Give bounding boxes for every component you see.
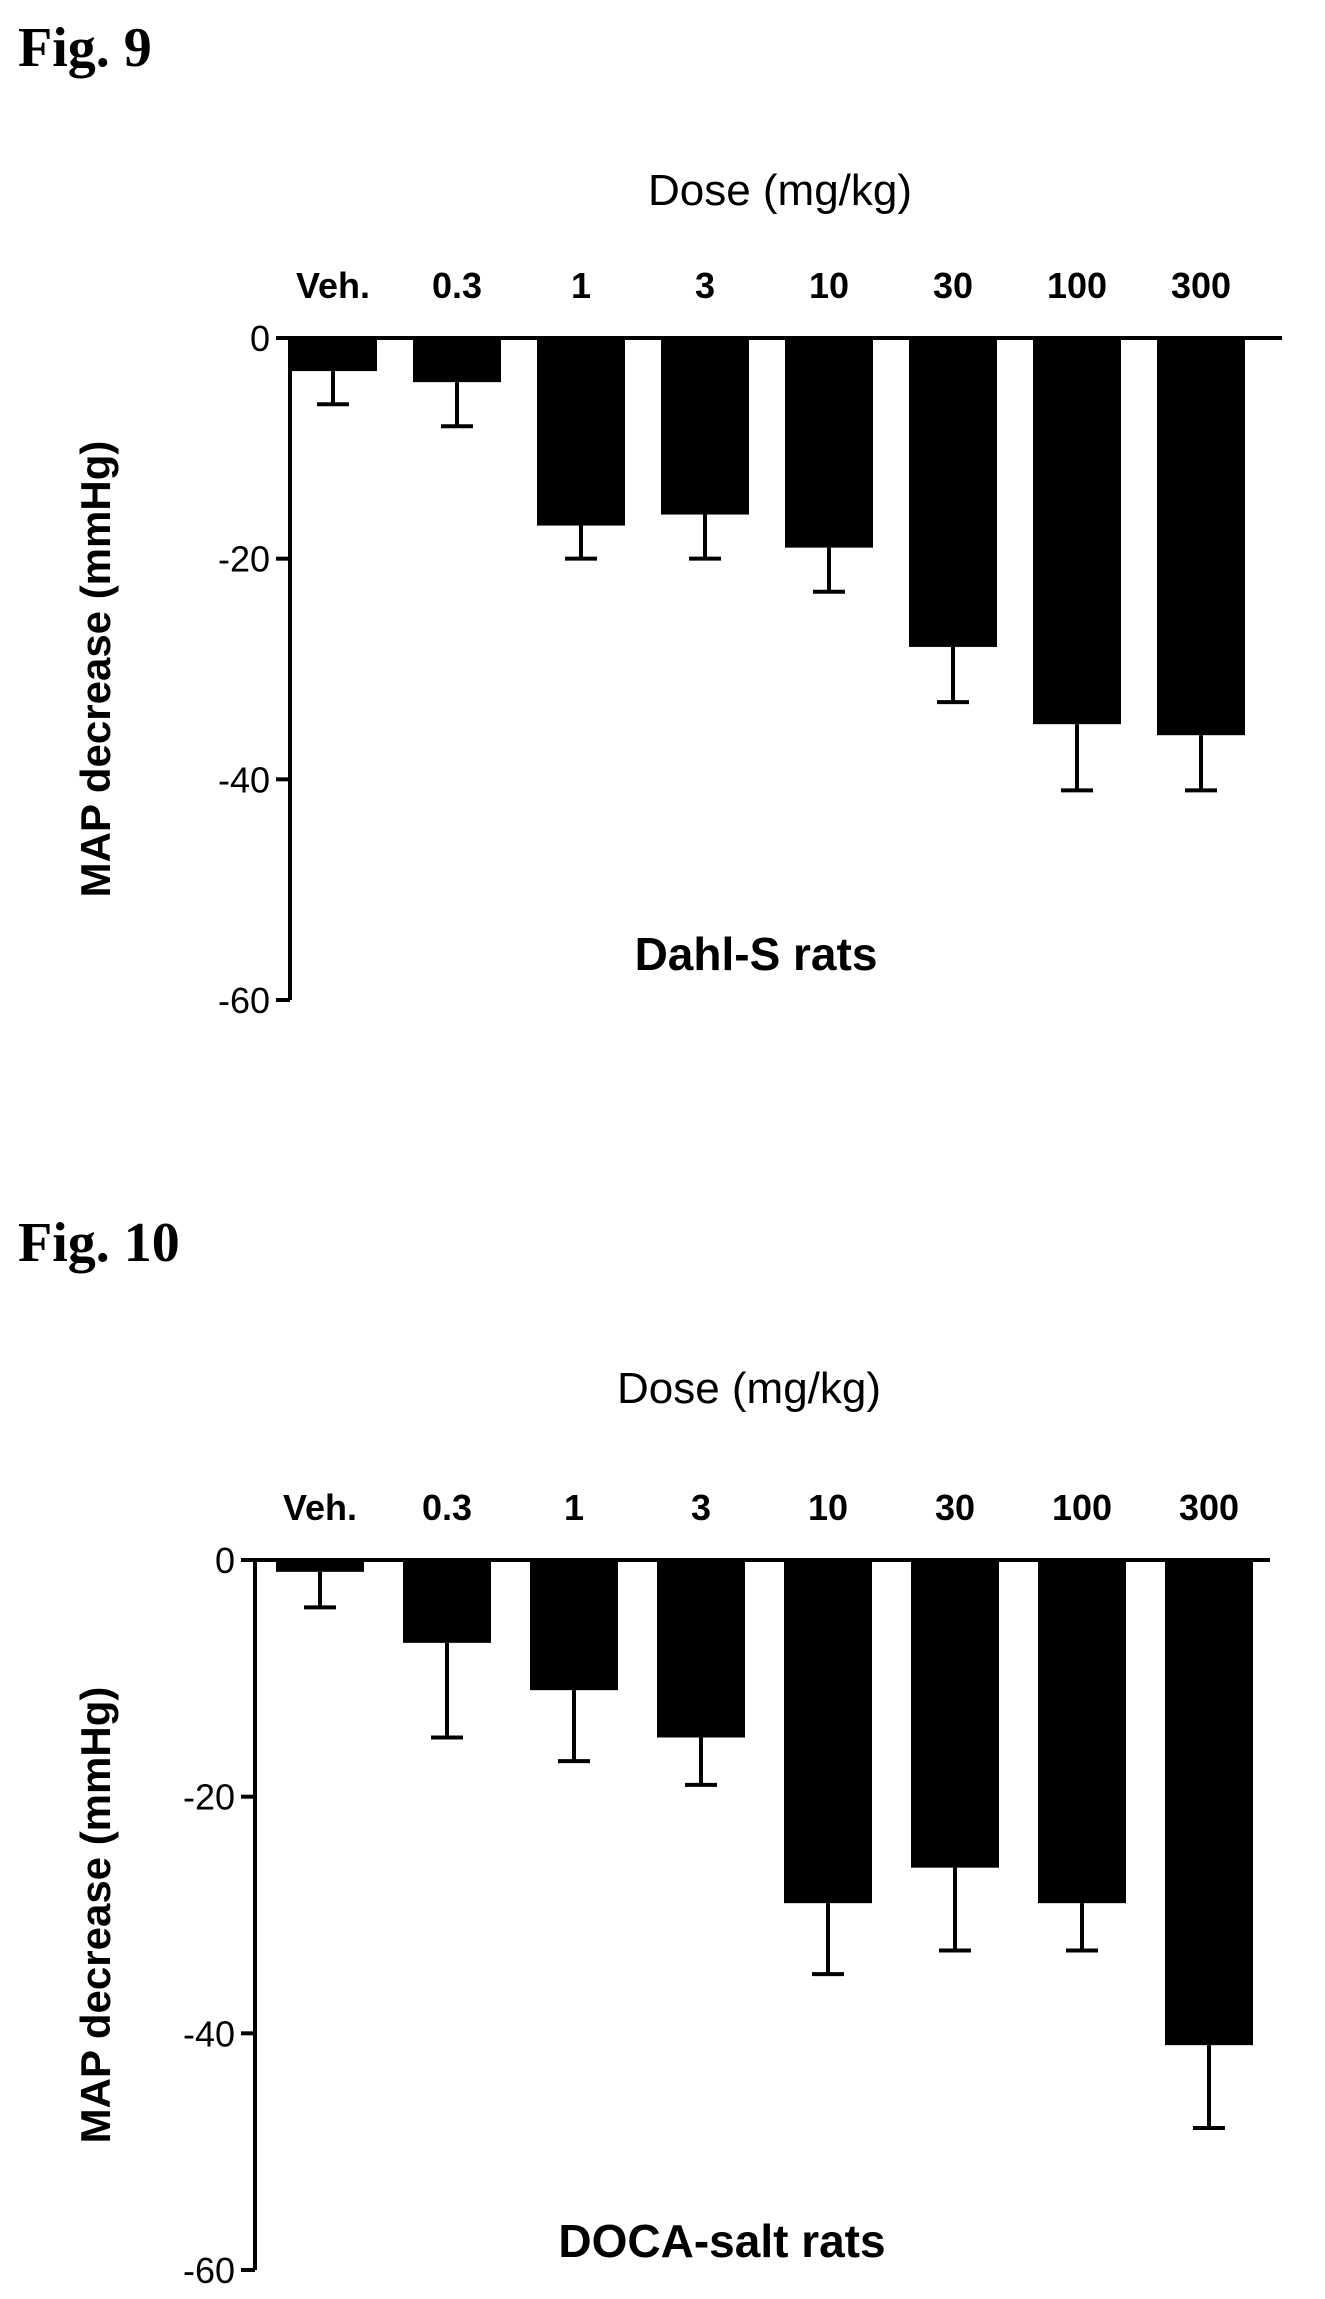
category-label: 30 [933,265,973,306]
category-label: 0.3 [432,265,482,306]
bar [289,338,377,372]
category-label: 10 [809,265,849,306]
category-label: 10 [808,1487,848,1528]
bar [403,1560,491,1643]
category-label: 300 [1179,1487,1239,1528]
category-label: 1 [571,265,591,306]
bar [911,1560,999,1868]
y-tick-label: 0 [250,318,270,359]
category-label: 1 [564,1487,584,1528]
y-tick-label: -60 [218,980,270,1021]
y-tick-label: -20 [218,539,270,580]
y-axis-label: MAP decrease (mmHg) [72,1687,119,2144]
chart-title: Dose (mg/kg) [648,166,912,215]
bar [1038,1560,1126,1904]
figure-9-label: Fig. 9 [18,17,152,79]
bar [1165,1560,1253,2046]
y-tick-label: 0 [215,1540,235,1581]
category-label: 0.3 [422,1487,472,1528]
y-tick-label: -40 [218,759,270,800]
category-label: 100 [1047,265,1107,306]
bar-chart-fig10: Dose (mg/kg) 0 -20 -40 -60 MAP decrease (mmHg… [72,1364,1270,2291]
bar [530,1560,618,1691]
category-label: 100 [1052,1487,1112,1528]
category-label: 3 [691,1487,711,1528]
bar-chart-fig9: Dose (mg/kg) 0 -20 -40 -60 MAP decrease (mmHg… [72,166,1282,1021]
bar [537,338,625,526]
bar [661,338,749,515]
bar [784,1560,872,1904]
category-label: 30 [935,1487,975,1528]
category-label: 300 [1171,265,1231,306]
bar [909,338,997,647]
chart-annotation: DOCA-salt rats [558,2215,885,2267]
category-label: Veh. [283,1487,357,1528]
category-label: Veh. [296,265,370,306]
y-tick-label: -60 [183,2250,235,2291]
y-tick-label: -20 [183,1777,235,1818]
bar [413,338,501,383]
y-tick-label: -40 [183,2013,235,2054]
bar [785,338,873,548]
bar [1033,338,1121,725]
category-label: 3 [695,265,715,306]
chart-title: Dose (mg/kg) [617,1364,881,1413]
bar [276,1560,364,1572]
figure-10-label: Fig. 10 [18,1212,180,1274]
bar [657,1560,745,1738]
chart-annotation: Dahl-S rats [635,928,878,980]
y-axis-label: MAP decrease (mmHg) [72,441,119,898]
bar [1157,338,1245,736]
